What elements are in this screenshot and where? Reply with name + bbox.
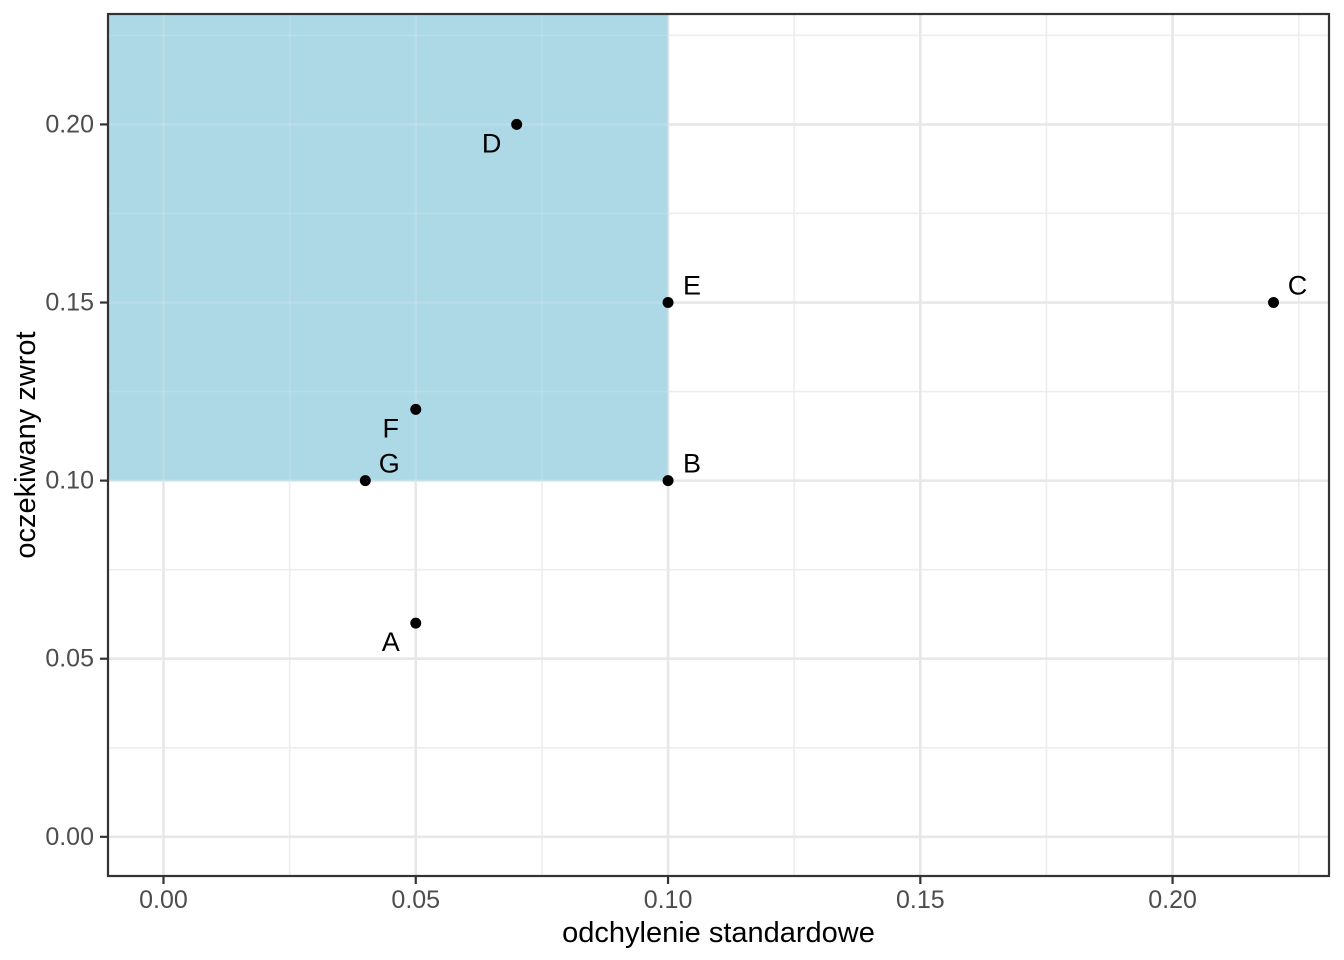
data-point-D (511, 118, 523, 130)
x-tick-label-0.00: 0.00 (139, 886, 188, 914)
data-point-E (662, 297, 674, 309)
panel-border (106, 12, 1331, 878)
data-point-C (1268, 297, 1279, 309)
point-label-F: F (383, 413, 400, 443)
x-axis-title: odchylenie standardowe (562, 917, 875, 949)
data-point-B (662, 475, 674, 487)
y-tick-label-0.05: 0.05 (45, 645, 94, 673)
data-point-G (359, 475, 371, 487)
y-tick-label-0.10: 0.10 (45, 467, 94, 495)
y-tick-label-0.15: 0.15 (45, 289, 94, 317)
x-tick-label-0.15: 0.15 (896, 886, 945, 914)
point-label-E: E (683, 271, 701, 301)
region-grid-overlay (108, 14, 669, 481)
point-label-G: G (379, 449, 400, 479)
y-axis-title: oczekiwany zwrot (10, 331, 42, 558)
point-label-C: C (1288, 271, 1308, 301)
x-tick-label-0.05: 0.05 (391, 886, 440, 914)
x-tick-label-0.10: 0.10 (644, 886, 693, 914)
y-tick-label-0.00: 0.00 (45, 823, 94, 851)
data-point-A (410, 617, 422, 629)
highlight-region (108, 14, 669, 481)
y-tick-label-0.20: 0.20 (45, 110, 94, 138)
point-label-A: A (382, 627, 400, 657)
x-tick-label-0.20: 0.20 (1148, 886, 1197, 914)
point-label-D: D (482, 128, 502, 158)
point-label-B: B (683, 449, 701, 479)
data-point-F (410, 403, 422, 415)
